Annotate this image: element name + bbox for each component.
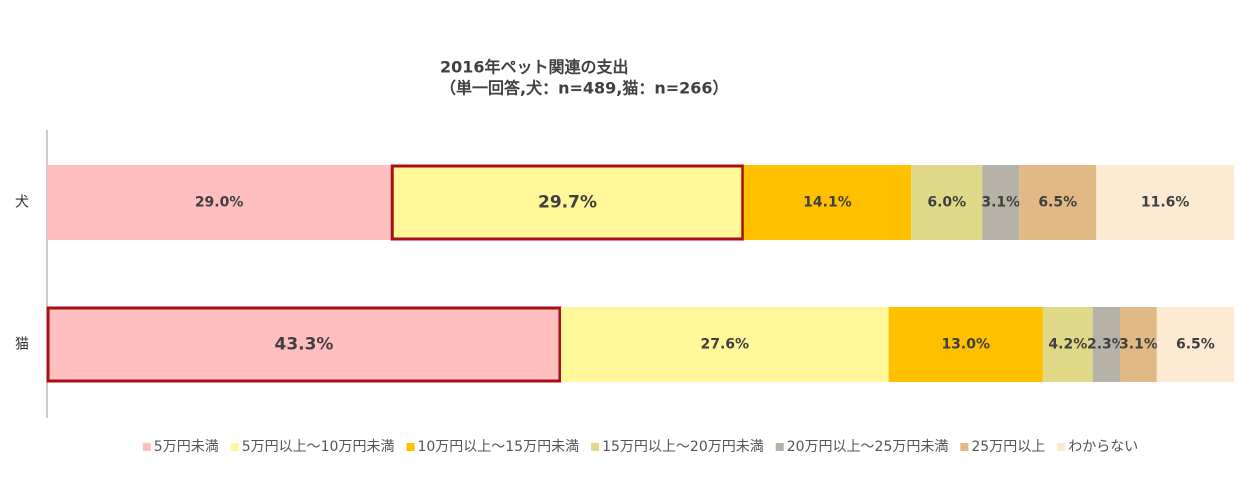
- value-label: 6.0%: [927, 195, 966, 211]
- legend-swatch: [142, 443, 151, 451]
- value-label: 14.1%: [803, 195, 852, 211]
- legend-label: 5万円未満: [154, 439, 219, 455]
- value-label: 6.5%: [1176, 337, 1215, 353]
- bar-segment: [47, 307, 561, 382]
- bar-segment: [1120, 307, 1157, 382]
- bar-segment: [1019, 165, 1097, 240]
- chart-subtitle: （単一回答,犬：n=489,猫：n=266）: [440, 79, 729, 98]
- legend-swatch: [230, 443, 239, 451]
- bar-segment: [911, 165, 983, 240]
- legend-label: 20万円以上～25万円未満: [787, 439, 949, 455]
- legend-swatch: [591, 443, 600, 451]
- bar-segment: [560, 307, 889, 382]
- bar-segment: [743, 165, 912, 240]
- legend-label: わからない: [1068, 439, 1138, 455]
- value-label: 2.3%: [1087, 337, 1126, 353]
- legend-label: 5万円以上～10万円未満: [242, 439, 395, 455]
- bar-segment: [1092, 307, 1121, 382]
- value-label: 43.3%: [274, 335, 333, 355]
- category-label: 犬: [15, 195, 29, 211]
- legend-swatch: [960, 443, 969, 451]
- bar-segment: [391, 165, 744, 240]
- bar-segment: [1096, 165, 1234, 240]
- legend-label: 10万円以上～15万円未満: [417, 439, 579, 455]
- legend-label: 25万円以上: [971, 439, 1045, 455]
- bar-segment: [47, 165, 392, 240]
- value-label: 3.1%: [1119, 337, 1158, 353]
- highlight-box: [46, 306, 562, 383]
- legend-label: 15万円以上～20万円未満: [602, 439, 764, 455]
- value-label: 11.6%: [1141, 195, 1190, 211]
- legend-swatch: [775, 443, 784, 451]
- bar-segment: [982, 165, 1020, 240]
- value-label: 27.6%: [700, 337, 749, 353]
- category-label: 猫: [15, 337, 29, 353]
- value-label: 6.5%: [1038, 195, 1077, 211]
- bar-segment: [1156, 307, 1234, 382]
- legend-swatch: [1057, 443, 1066, 451]
- highlight-box: [390, 164, 745, 241]
- bar-segment: [1042, 307, 1093, 382]
- legend-swatch: [406, 443, 415, 451]
- chart-title: 2016年ペット関連の支出: [440, 58, 629, 77]
- value-label: 13.0%: [941, 337, 990, 353]
- value-label: 3.1%: [981, 195, 1020, 211]
- value-label: 29.7%: [538, 193, 597, 213]
- value-label: 29.0%: [195, 195, 244, 211]
- value-label: 4.2%: [1048, 337, 1087, 353]
- bar-segment: [888, 307, 1043, 382]
